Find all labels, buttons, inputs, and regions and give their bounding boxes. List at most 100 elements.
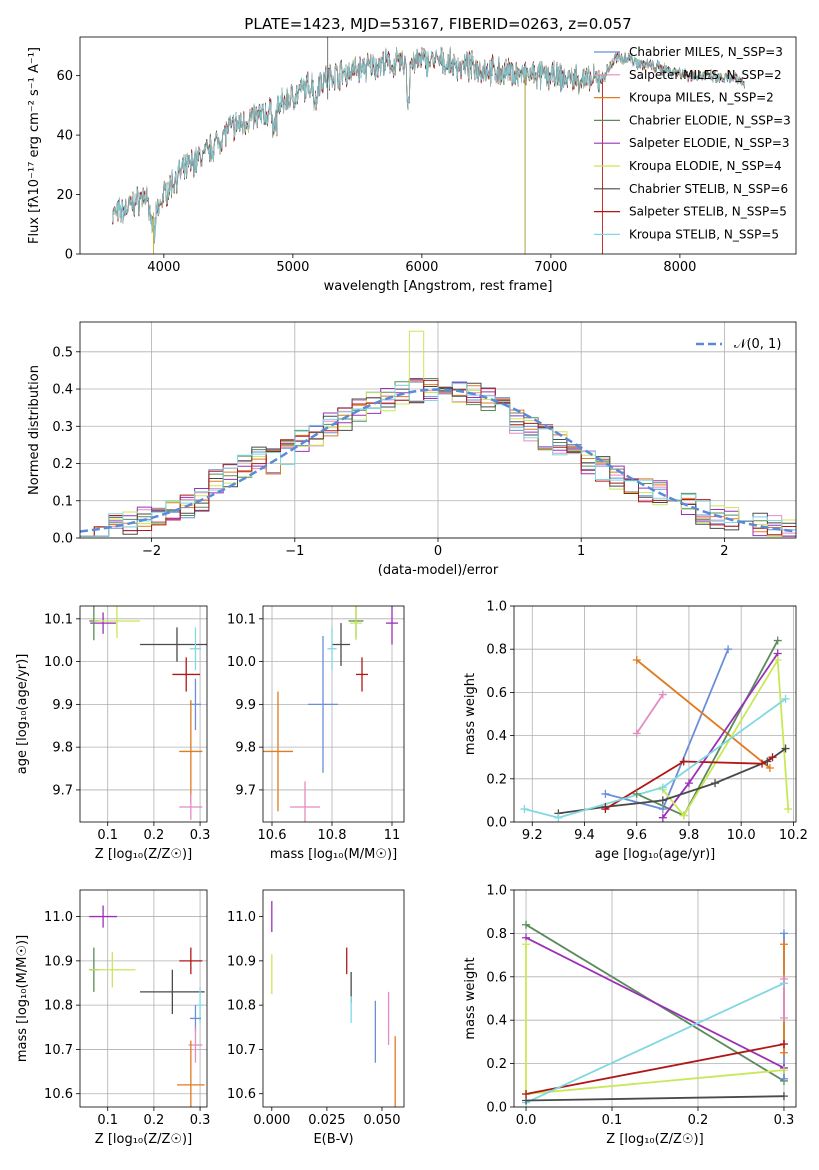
x-tick-label: 0.2 [144, 1113, 165, 1128]
legend-label: Chabrier MILES, N_SSP=3 [629, 45, 783, 59]
x-tick-label: −1 [285, 544, 304, 559]
weight-marker [781, 694, 790, 703]
x-axis-label: age [log₁₀(age/yr)] [595, 847, 716, 862]
plot-area-Z-weight [525, 923, 785, 1104]
chart-mass-age: 10.6 10.8 11 9.7 9.8 9.9 10.0 10.1 mass [log₁₀(M… [227, 605, 405, 862]
spectrum-line [111, 46, 745, 243]
x-tick-label: 0.3 [190, 1113, 211, 1128]
weight-marker [779, 1014, 788, 1023]
weight-line [525, 982, 785, 1104]
y-tick-label: 10.9 [44, 954, 73, 969]
x-tick-label: 7000 [534, 260, 567, 275]
x-tick-label: 0.1 [97, 1113, 118, 1128]
y-tick-label: 10.1 [44, 612, 73, 627]
x-tick-label: 0.2 [688, 1113, 709, 1128]
weight-marker [684, 779, 693, 788]
y-tick-label: 10.0 [227, 655, 256, 670]
y-tick-label: 10.7 [44, 1043, 73, 1058]
x-tick-label: 10.2 [779, 828, 808, 843]
x-tick-label: 2 [720, 544, 728, 559]
chart-Z-weight: 0.0 0.1 0.2 0.3 0.0 0.2 0.4 0.6 0.8 1.0 Z [log₁₀(Z… [463, 884, 797, 1147]
y-axis-label: age [log₁₀(age/yr)] [15, 654, 30, 775]
y-tick-label: 0.0 [486, 816, 507, 831]
x-tick-label: 9.2 [522, 828, 543, 843]
weight-marker [679, 757, 688, 766]
weight-marker [779, 1092, 788, 1101]
weight-marker [784, 805, 793, 814]
y-tick-label: 0.2 [486, 772, 507, 787]
x-tick-label: 0.3 [774, 1113, 795, 1128]
axes-frame [79, 605, 208, 823]
axes-frame [79, 889, 208, 1108]
axes-frame [513, 889, 797, 1108]
legend-label: Kroupa ELODIE, N_SSP=4 [629, 159, 782, 173]
y-tick-label: 0.8 [486, 643, 507, 658]
weight-marker [658, 783, 667, 792]
y-tick-label: 9.8 [52, 741, 73, 756]
weight-marker [658, 813, 667, 822]
y-tick-label: 10.8 [227, 999, 256, 1014]
weight-marker [779, 929, 788, 938]
weight-marker [522, 940, 531, 949]
x-tick-label: 0.0 [516, 1113, 537, 1128]
weight-line [525, 944, 785, 1095]
y-tick-label: 0.5 [52, 345, 73, 360]
plot-area-age-weight [524, 640, 790, 819]
chart-age-weight: 9.2 9.4 9.6 9.8 10.0 10.2 0.0 0.2 0.4 0.6 0.8 1.0 ag… [463, 600, 808, 863]
y-tick-label: 9.9 [52, 698, 73, 713]
weight-marker [632, 789, 641, 798]
weight-line [525, 1095, 785, 1102]
y-tick-label: 9.8 [235, 741, 256, 756]
y-tick-label: 9.9 [235, 698, 256, 713]
x-tick-label: 0.1 [602, 1113, 623, 1128]
x-tick-label: −2 [142, 544, 161, 559]
y-tick-label: 0.2 [52, 457, 73, 472]
y-tick-label: 11.0 [44, 910, 73, 925]
axes-frame [79, 36, 797, 255]
y-tick-label: 0.4 [486, 1014, 507, 1029]
y-tick-label: 0.1 [52, 494, 73, 509]
chart-Z-mass: 0.1 0.2 0.3 10.6 10.7 10.8 10.9 11.0 Z [log₁₀(Z/… [15, 889, 211, 1147]
plot-area-ebv-mass [271, 901, 396, 1107]
legend-label: Chabrier STELIB, N_SSP=6 [629, 182, 788, 196]
weight-line [525, 1043, 785, 1095]
y-tick-label: 10.0 [44, 655, 73, 670]
axes-frame [262, 605, 405, 823]
legend-label: Salpeter ELODIE, N_SSP=3 [629, 136, 790, 150]
x-axis-label: mass [log₁₀(M/M☉)] [270, 847, 397, 862]
x-tick-label: 0.000 [253, 1113, 290, 1128]
y-tick-label: 1.0 [486, 600, 507, 615]
weight-marker [768, 753, 777, 762]
legend-label: Salpeter STELIB, N_SSP=5 [629, 205, 787, 219]
y-tick-label: 0.6 [486, 686, 507, 701]
x-tick-label: 9.4 [574, 828, 595, 843]
weight-marker [779, 1066, 788, 1075]
weight-marker [601, 805, 610, 814]
y-tick-label: 0.2 [486, 1057, 507, 1072]
y-tick-label: 0.0 [486, 1101, 507, 1116]
x-axis-label: Z [log₁₀(Z/Z☉)] [606, 1132, 703, 1147]
y-tick-label: 40 [56, 129, 73, 144]
x-tick-label: 0.025 [308, 1113, 345, 1128]
weight-marker [724, 645, 733, 654]
x-axis-label: wavelength [Angstrom, rest frame] [324, 279, 553, 294]
y-axis-label: mass weight [463, 957, 478, 1039]
weight-marker [779, 974, 788, 983]
weight-marker [781, 744, 790, 753]
x-tick-label: 0.050 [363, 1113, 400, 1128]
y-tick-label: 10.1 [227, 612, 256, 627]
legend-label: Kroupa STELIB, N_SSP=5 [629, 227, 779, 241]
y-tick-label: 10.6 [227, 1087, 256, 1102]
weight-marker [765, 764, 774, 772]
normal-curve [80, 388, 796, 533]
y-tick-label: 9.7 [52, 783, 73, 798]
chart-ebv-mass: 0.000 0.025 0.050 10.6 10.7 10.8 10.9 11.0 E(B-V… [227, 889, 405, 1147]
y-tick-label: 9.7 [235, 783, 256, 798]
y-axis-label: Flux [fλ10⁻¹⁷ erg cm⁻² s⁻¹ A⁻¹] [27, 47, 42, 244]
y-tick-label: 10.6 [44, 1087, 73, 1102]
weight-marker [763, 757, 772, 766]
x-tick-label: 1 [577, 544, 585, 559]
chart-spectrum: 4000 5000 6000 7000 8000 0 20 40 60 wavelength [A… [27, 36, 797, 294]
weight-marker [658, 796, 667, 805]
y-tick-label: 1.0 [486, 884, 507, 899]
